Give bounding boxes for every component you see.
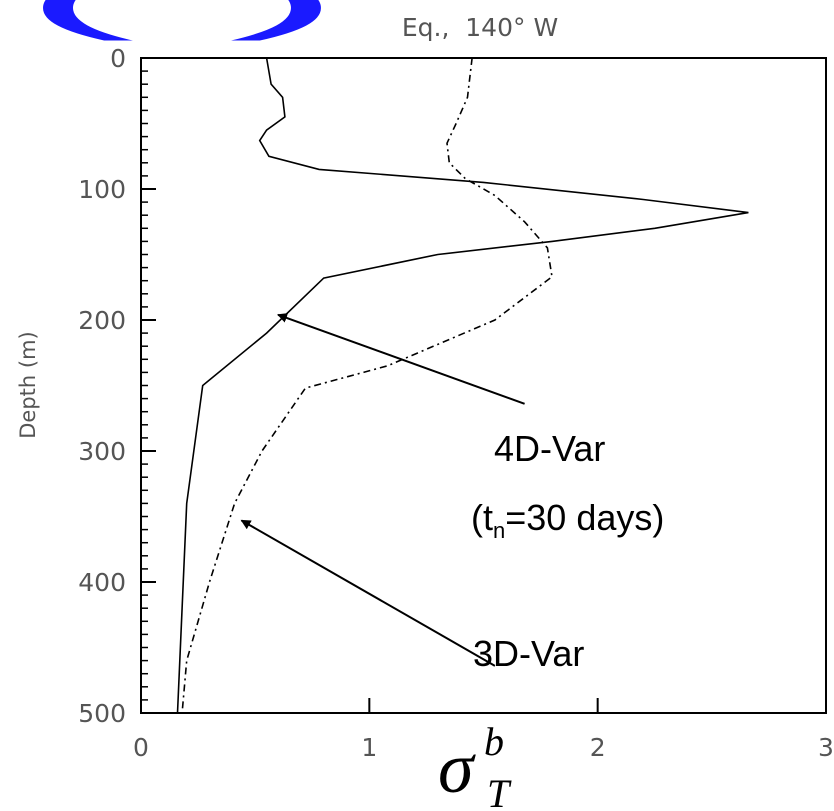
y-tick-label: 300	[78, 437, 126, 466]
minor-ticks	[141, 70, 148, 701]
x-axis-subscript: T	[487, 771, 512, 811]
y-tick-label: 0	[110, 44, 126, 73]
header-fragment: ( )	[22, 0, 342, 41]
arrow-4dvar	[277, 313, 525, 405]
x-tick-label: 3	[818, 733, 834, 762]
chart-title: Eq., 140° W	[402, 13, 558, 42]
series-line-solid	[176, 58, 749, 713]
series-layer	[176, 58, 749, 713]
series-line-dashdot	[181, 58, 553, 713]
y-axis-label: Depth (m)	[16, 331, 40, 438]
y-tick-label: 200	[78, 306, 126, 335]
plot-frame	[140, 57, 827, 714]
y-tick-label: 500	[78, 699, 126, 728]
arrow-3dvar	[240, 519, 496, 667]
annotation-4dvar-sublabel-a: (t	[471, 497, 493, 538]
y-tick-label: 100	[78, 175, 126, 204]
x-tick-label: 0	[133, 733, 149, 762]
x-tick-label: 1	[361, 733, 377, 762]
annotation-4dvar-label: 4D-Var	[494, 428, 605, 469]
annotation-3dvar: 3D-Var	[240, 519, 584, 674]
x-axis-superscript: b	[484, 719, 504, 764]
x-tick-labels: 0 1 2 3	[133, 733, 834, 762]
y-tick-labels: 0 100 200 300 400 500	[78, 44, 126, 728]
y-tick-label: 400	[78, 568, 126, 597]
x-axis-label: σ b T	[438, 719, 512, 811]
annotation-4dvar-sublabel-b: =30 days)	[505, 497, 664, 538]
x-axis-symbol: σ	[438, 728, 476, 808]
annotation-3dvar-label: 3D-Var	[473, 633, 584, 674]
annotation-4dvar-subscript: n	[493, 518, 505, 543]
annotation-4dvar-sublabel: (tn=30 days)	[471, 497, 664, 543]
major-ticks	[140, 57, 827, 714]
annotation-4dvar: 4D-Var (tn=30 days)	[277, 313, 664, 543]
x-tick-label: 2	[590, 733, 606, 762]
